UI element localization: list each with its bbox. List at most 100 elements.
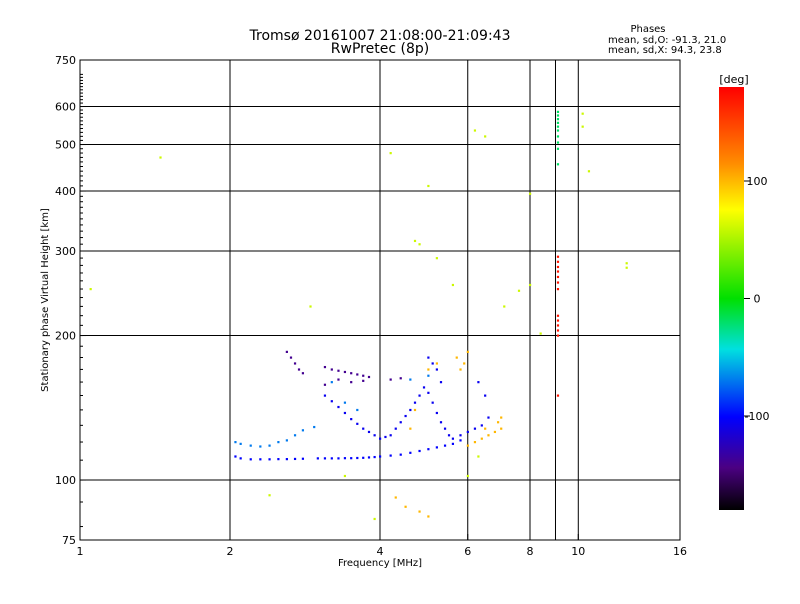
data-point xyxy=(239,457,242,460)
data-point xyxy=(234,441,237,444)
data-point xyxy=(356,408,359,412)
data-point xyxy=(443,427,447,430)
data-point xyxy=(159,156,162,159)
data-point xyxy=(316,457,319,460)
data-point xyxy=(556,141,560,144)
data-point xyxy=(323,457,327,460)
data-point xyxy=(330,400,333,403)
data-point xyxy=(373,517,376,521)
data-point xyxy=(539,332,542,335)
data-point xyxy=(439,421,443,424)
data-point xyxy=(422,386,426,389)
data-point xyxy=(337,369,340,372)
data-point xyxy=(466,474,469,478)
colorbar-tick-label: 100 xyxy=(747,175,768,188)
data-point xyxy=(413,401,417,404)
y-tick-label: 75 xyxy=(62,534,76,547)
colorbar-label: [deg] xyxy=(719,73,748,86)
data-point xyxy=(413,239,417,243)
data-point xyxy=(556,125,560,128)
data-point xyxy=(459,368,462,371)
data-point xyxy=(389,434,392,437)
x-axis-ticks: 1 2 4 6 8 10 16 xyxy=(77,534,687,558)
data-point xyxy=(556,275,560,279)
data-point xyxy=(389,378,392,381)
data-point xyxy=(337,378,340,381)
data-point xyxy=(379,437,382,440)
data-point xyxy=(337,457,340,460)
data-point xyxy=(293,434,297,437)
data-point xyxy=(431,362,434,365)
data-point xyxy=(389,454,392,457)
data-point xyxy=(404,505,407,508)
data-point xyxy=(301,429,305,432)
data-point xyxy=(556,255,560,258)
data-point xyxy=(556,110,560,113)
stats-x: mean, sd,X: 94.3, 23.8 xyxy=(608,45,722,56)
data-point xyxy=(239,442,242,445)
data-point xyxy=(473,129,477,132)
colorbar xyxy=(719,87,744,510)
data-point xyxy=(293,362,297,365)
data-point xyxy=(496,421,500,424)
data-point xyxy=(473,441,477,444)
data-point xyxy=(293,457,297,461)
data-point xyxy=(427,184,430,188)
data-point xyxy=(330,381,333,384)
data-point xyxy=(625,266,628,269)
data-point xyxy=(556,281,560,284)
data-point xyxy=(517,289,521,292)
data-point xyxy=(356,456,359,460)
data-point xyxy=(330,368,333,371)
data-point xyxy=(529,192,532,195)
data-point xyxy=(431,401,434,404)
x-tick-label: 1 xyxy=(77,545,84,558)
data-point xyxy=(556,265,560,269)
data-point xyxy=(587,170,591,173)
data-point xyxy=(367,456,371,459)
data-point xyxy=(625,262,628,265)
data-point xyxy=(373,455,376,459)
data-point xyxy=(439,381,443,384)
data-point xyxy=(323,394,327,397)
data-point xyxy=(451,283,455,287)
data-point xyxy=(277,458,280,461)
chart-title-line2: RwPretec (8p) xyxy=(331,41,429,57)
data-point xyxy=(529,283,532,287)
data-point xyxy=(435,411,438,415)
data-point xyxy=(343,370,347,374)
colorbar-ticks: 100 0 -100 xyxy=(744,175,769,423)
data-point xyxy=(451,437,455,440)
x-tick-label: 6 xyxy=(464,545,471,558)
data-point xyxy=(466,350,469,353)
data-point xyxy=(427,391,430,394)
data-point xyxy=(427,448,430,451)
data-point xyxy=(447,434,451,437)
data-point xyxy=(466,444,469,447)
data-point xyxy=(451,442,455,445)
data-point xyxy=(394,427,397,430)
data-point xyxy=(556,129,560,132)
data-point xyxy=(443,444,447,447)
data-point xyxy=(285,350,288,353)
data-point xyxy=(473,427,477,430)
data-point xyxy=(556,314,560,317)
data-point xyxy=(285,458,288,461)
data-point xyxy=(418,449,421,453)
data-point xyxy=(356,373,359,376)
data-point xyxy=(343,411,347,415)
data-point xyxy=(556,324,560,327)
y-tick-label: 400 xyxy=(55,185,76,198)
data-point xyxy=(350,381,353,384)
data-point xyxy=(427,515,430,518)
data-point xyxy=(427,356,430,359)
data-point xyxy=(362,379,365,382)
data-point xyxy=(413,408,417,412)
data-point xyxy=(556,163,560,166)
data-point xyxy=(330,457,333,460)
y-tick-label: 200 xyxy=(55,330,76,343)
data-point xyxy=(418,394,421,397)
data-point xyxy=(362,427,365,430)
data-point xyxy=(399,453,402,456)
data-point xyxy=(289,356,293,359)
